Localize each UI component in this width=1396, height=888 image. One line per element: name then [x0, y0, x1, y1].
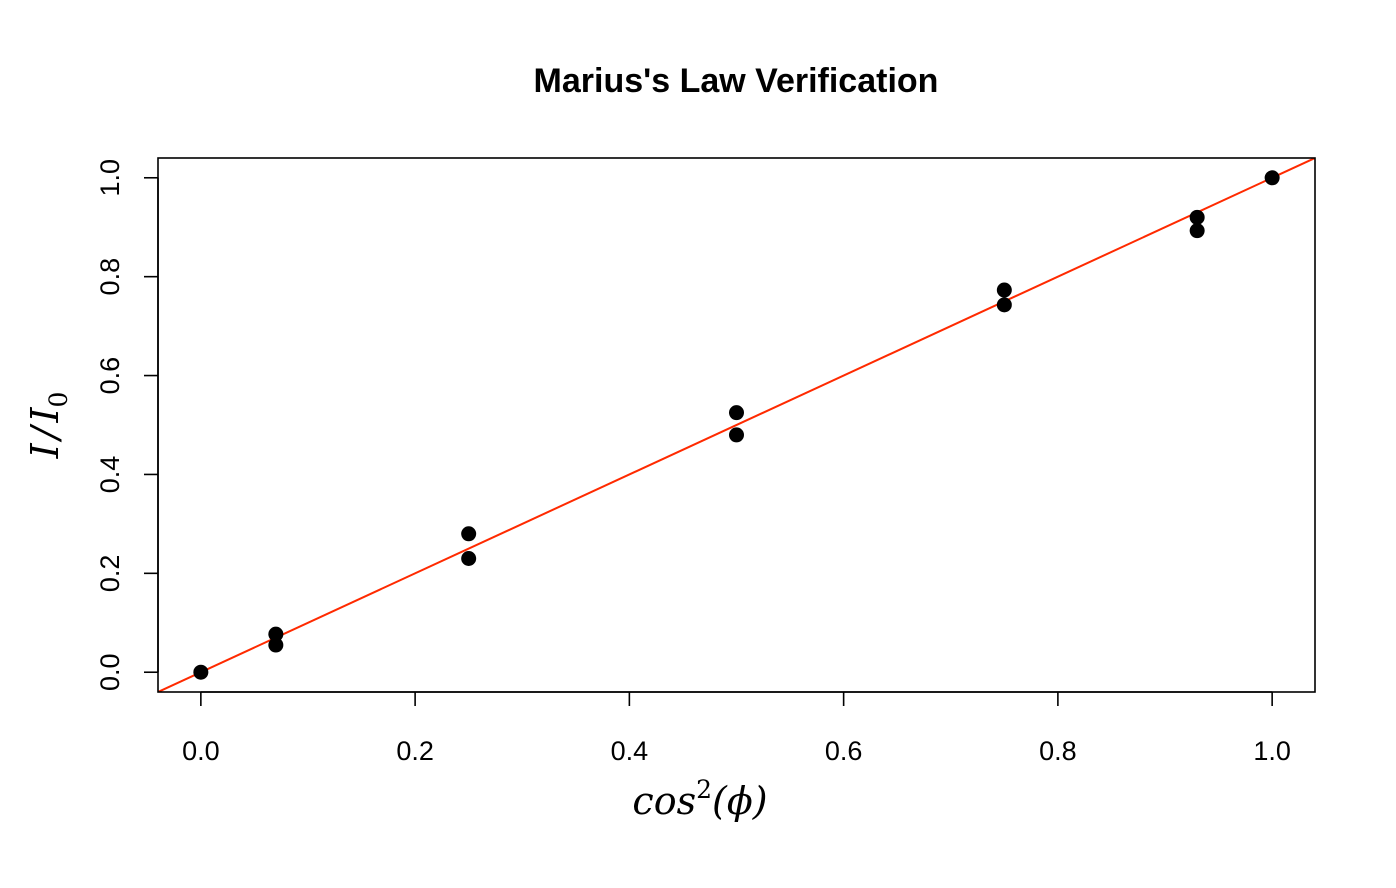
x-axis-label-superscript: 2 [696, 775, 712, 804]
data-point [461, 526, 477, 542]
fit-line [158, 158, 1315, 692]
y-tick-label: 0.6 [95, 357, 125, 395]
data-point [729, 405, 744, 421]
y-axis: 0.0 0.2 0.4 0.6 0.8 1.0 [95, 159, 159, 691]
y-tick-label: 1.0 [95, 159, 125, 197]
data-point [193, 664, 209, 680]
x-axis-label-base: cos [632, 779, 696, 823]
x-tick-label: 0.6 [825, 736, 863, 766]
x-tick-label: 1.0 [1253, 736, 1291, 766]
data-point [461, 551, 477, 566]
y-axis-label-base: I [23, 442, 67, 459]
y-axis-label: I/I0 [23, 392, 73, 460]
data-point [1189, 223, 1205, 239]
data-point [729, 427, 744, 443]
x-axis-label: cos2(ϕ) [632, 775, 767, 823]
x-tick-label: 0.8 [1039, 736, 1077, 766]
points-layer [193, 170, 1280, 680]
data-point [1189, 209, 1205, 225]
x-tick-label: 0.0 [182, 736, 220, 766]
x-tick-label: 0.2 [396, 736, 434, 766]
chart-title: Marius's Law Verification [534, 62, 939, 100]
y-axis-label-separator: / [23, 423, 67, 443]
x-tick-label: 0.4 [611, 736, 649, 766]
y-tick-label: 0.8 [95, 258, 125, 296]
x-axis: 0.0 0.2 0.4 0.6 0.8 1.0 [182, 691, 1291, 766]
data-point [268, 626, 284, 642]
data-point [996, 297, 1012, 313]
data-point [1264, 170, 1280, 186]
data-point [268, 637, 284, 653]
y-axis-label-denominator: I [23, 407, 67, 424]
y-axis-label-subscript: 0 [44, 392, 73, 408]
fit-line-layer [158, 158, 1315, 692]
y-tick-label: 0.2 [95, 555, 125, 593]
data-point [996, 282, 1012, 298]
y-tick-label: 0.0 [95, 653, 125, 691]
y-tick-label: 0.4 [95, 456, 125, 494]
x-axis-label-argument: (ϕ) [712, 779, 768, 823]
